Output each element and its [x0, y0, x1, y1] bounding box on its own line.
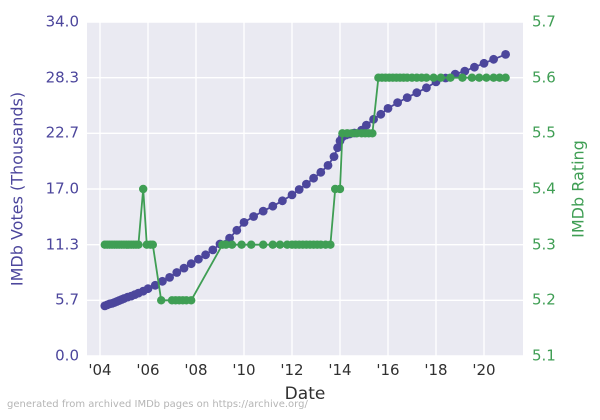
votes-point [287, 190, 297, 200]
votes-point [323, 161, 333, 170]
x-tick-label: '04 [88, 361, 112, 379]
left-tick-label: 0.0 [55, 346, 79, 365]
votes-point [150, 280, 160, 290]
votes-point [278, 196, 287, 206]
votes-point [501, 50, 510, 59]
right-tick-label: 5.6 [532, 68, 556, 87]
rating-point [467, 73, 477, 82]
x-tick-label: '06 [136, 361, 160, 379]
rating-point [275, 240, 285, 249]
left-axis-title: IMDb Votes (Thousands) [7, 91, 27, 287]
rating-point [368, 129, 377, 138]
x-axis-title: Date [284, 384, 326, 404]
rating-point [237, 240, 246, 249]
votes-point [225, 233, 235, 243]
left-tick-label: 34.0 [45, 12, 79, 31]
votes-point [362, 120, 371, 130]
left-tick-label: 28.3 [45, 68, 79, 87]
votes-point [194, 254, 203, 264]
x-tick-label: '14 [328, 361, 352, 379]
votes-point [258, 206, 268, 216]
source-caption: generated from archived IMDb pages on ht… [7, 399, 308, 410]
rating-point [157, 296, 166, 305]
votes-point [268, 201, 278, 211]
rating-point [335, 184, 345, 194]
votes-point [186, 259, 196, 269]
votes-point [460, 66, 470, 76]
rating-point [326, 240, 335, 249]
votes-point [179, 263, 189, 273]
rating-point [458, 73, 467, 82]
right-tick-label: 5.1 [532, 346, 556, 365]
votes-point [333, 143, 342, 153]
votes-point [309, 173, 318, 183]
votes-point [470, 62, 479, 72]
votes-point [294, 185, 304, 194]
votes-point [172, 268, 182, 277]
rating-point [429, 73, 438, 82]
rating-point [227, 240, 237, 249]
rating-point [268, 240, 277, 249]
rating-point [501, 73, 510, 82]
votes-point [412, 88, 422, 98]
votes-point [479, 58, 489, 68]
rating-point [259, 240, 268, 249]
votes-point [165, 273, 175, 282]
rating-point [446, 73, 455, 82]
x-tick-label: '08 [184, 361, 208, 379]
left-tick-label: 5.7 [55, 290, 79, 309]
votes-point [393, 98, 402, 107]
x-tick-label: '16 [376, 361, 400, 379]
votes-point [201, 250, 211, 260]
rating-point [139, 184, 148, 194]
x-tick-label: '18 [424, 361, 448, 379]
rating-point [436, 73, 445, 82]
votes-point [143, 284, 153, 294]
votes-point [383, 104, 393, 113]
right-tick-label: 5.7 [532, 12, 556, 31]
right-tick-label: 5.5 [532, 123, 556, 142]
votes-point [208, 245, 218, 255]
x-tick-label: '20 [472, 361, 496, 379]
votes-point [249, 212, 258, 221]
votes-point [376, 109, 386, 119]
votes-point [302, 179, 311, 189]
rating-point [247, 240, 256, 249]
votes-point [239, 218, 249, 227]
rating-point [495, 73, 504, 82]
rating-point [148, 240, 157, 249]
votes-point [316, 167, 326, 177]
votes-point [489, 54, 498, 64]
votes-point [232, 225, 242, 235]
x-tick-label: '12 [280, 361, 304, 379]
rating-point [475, 73, 484, 82]
votes-point [422, 83, 431, 93]
x-tick-label: '10 [232, 361, 256, 379]
votes-point [329, 152, 339, 162]
rating-point [187, 296, 196, 305]
right-tick-label: 5.4 [532, 179, 556, 198]
left-tick-label: 22.7 [45, 123, 79, 142]
left-tick-label: 17.0 [45, 179, 79, 198]
right-axis-title: IMDb Rating [568, 140, 588, 238]
votes-point [158, 276, 167, 286]
right-tick-label: 5.3 [532, 235, 556, 254]
rating-point [134, 240, 143, 249]
rating-point [489, 73, 498, 82]
left-tick-label: 11.3 [45, 235, 79, 254]
rating-point [221, 240, 231, 249]
right-tick-label: 5.2 [532, 290, 556, 309]
votes-point [402, 93, 412, 102]
rating-point [482, 73, 491, 82]
rating-point [422, 73, 431, 82]
